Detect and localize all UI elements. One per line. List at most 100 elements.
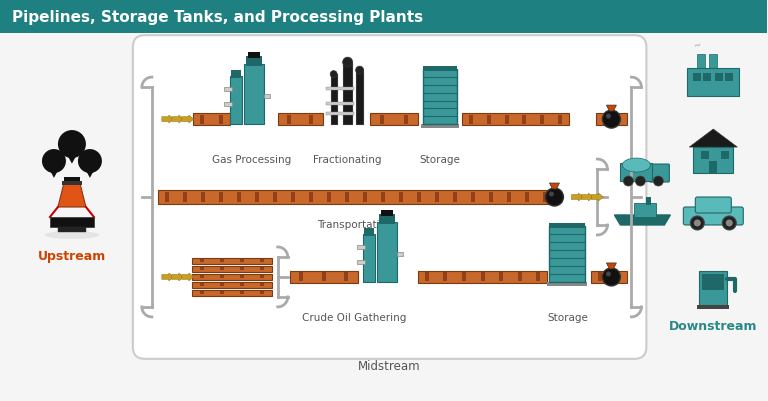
Bar [725, 74, 733, 82]
Bar [536, 273, 540, 282]
Text: Storage: Storage [419, 155, 460, 165]
FancyBboxPatch shape [549, 227, 585, 282]
Circle shape [78, 150, 102, 174]
Bar [223, 103, 232, 107]
Bar [200, 268, 204, 271]
FancyBboxPatch shape [331, 75, 336, 125]
Bar [344, 273, 349, 282]
Text: Upstream: Upstream [38, 249, 106, 262]
Bar [326, 88, 353, 91]
Bar [541, 115, 545, 124]
Bar [299, 273, 303, 282]
FancyArrow shape [162, 116, 174, 124]
FancyArrow shape [172, 273, 184, 281]
FancyBboxPatch shape [230, 77, 242, 125]
Bar [291, 192, 295, 203]
FancyBboxPatch shape [422, 70, 456, 125]
Bar [443, 273, 448, 282]
Bar [381, 192, 386, 203]
FancyArrow shape [182, 116, 194, 124]
Bar [183, 192, 187, 203]
Bar [522, 115, 527, 124]
Text: Storage: Storage [547, 312, 588, 322]
FancyBboxPatch shape [621, 164, 652, 182]
FancyBboxPatch shape [363, 229, 374, 236]
Circle shape [549, 192, 554, 197]
FancyBboxPatch shape [549, 223, 585, 229]
FancyArrow shape [581, 194, 594, 201]
Bar [525, 192, 529, 203]
Bar [260, 276, 263, 279]
Bar [260, 292, 263, 295]
FancyArrow shape [591, 194, 604, 201]
Bar [399, 192, 403, 203]
FancyBboxPatch shape [687, 69, 740, 97]
Text: Downstream: Downstream [669, 319, 757, 332]
Polygon shape [607, 106, 617, 112]
FancyBboxPatch shape [418, 271, 548, 283]
FancyBboxPatch shape [356, 71, 363, 125]
Bar [356, 245, 365, 249]
Circle shape [690, 217, 704, 231]
FancyBboxPatch shape [700, 271, 727, 305]
FancyBboxPatch shape [192, 282, 272, 288]
Circle shape [694, 220, 701, 227]
FancyArrow shape [182, 273, 194, 281]
Bar [701, 152, 710, 160]
Bar [219, 115, 223, 124]
Bar [404, 115, 408, 124]
Bar [486, 115, 491, 124]
Bar [499, 273, 503, 282]
Bar [223, 88, 232, 92]
FancyArrow shape [162, 273, 174, 281]
Bar [505, 115, 508, 124]
Bar [220, 276, 223, 279]
Bar [508, 192, 511, 203]
Bar [518, 273, 521, 282]
Bar [356, 260, 365, 264]
Bar [287, 115, 291, 124]
Bar [647, 198, 651, 205]
FancyBboxPatch shape [230, 71, 240, 79]
Bar [544, 192, 548, 203]
FancyBboxPatch shape [133, 36, 647, 359]
FancyBboxPatch shape [650, 165, 670, 182]
Bar [309, 192, 313, 203]
Text: Fractionating: Fractionating [313, 155, 382, 165]
Circle shape [356, 67, 363, 75]
FancyBboxPatch shape [695, 198, 731, 213]
Circle shape [602, 268, 621, 286]
Circle shape [545, 188, 564, 207]
Bar [421, 125, 458, 129]
Bar [697, 305, 730, 309]
FancyBboxPatch shape [193, 114, 230, 126]
Bar [327, 192, 331, 203]
FancyBboxPatch shape [192, 290, 272, 296]
Bar [200, 260, 204, 263]
Circle shape [654, 176, 664, 186]
Bar [260, 268, 263, 271]
Bar [694, 74, 701, 82]
Text: Transportation: Transportation [317, 219, 392, 229]
FancyBboxPatch shape [50, 217, 94, 227]
Text: Pipelines, Storage Tanks, and Processing Plants: Pipelines, Storage Tanks, and Processing… [12, 10, 423, 24]
Bar [240, 268, 243, 271]
Bar [558, 115, 562, 124]
Ellipse shape [45, 231, 99, 239]
FancyBboxPatch shape [192, 266, 272, 272]
Polygon shape [607, 263, 617, 269]
Bar [697, 55, 705, 71]
Bar [220, 292, 223, 295]
Text: ~: ~ [693, 40, 703, 52]
Bar [610, 115, 614, 124]
Polygon shape [83, 165, 97, 178]
FancyBboxPatch shape [246, 57, 262, 67]
Bar [435, 192, 439, 203]
Bar [322, 273, 326, 282]
Bar [425, 273, 429, 282]
FancyBboxPatch shape [376, 223, 396, 282]
Bar [326, 103, 353, 106]
Bar [220, 284, 223, 287]
Bar [326, 113, 353, 116]
Bar [489, 192, 493, 203]
